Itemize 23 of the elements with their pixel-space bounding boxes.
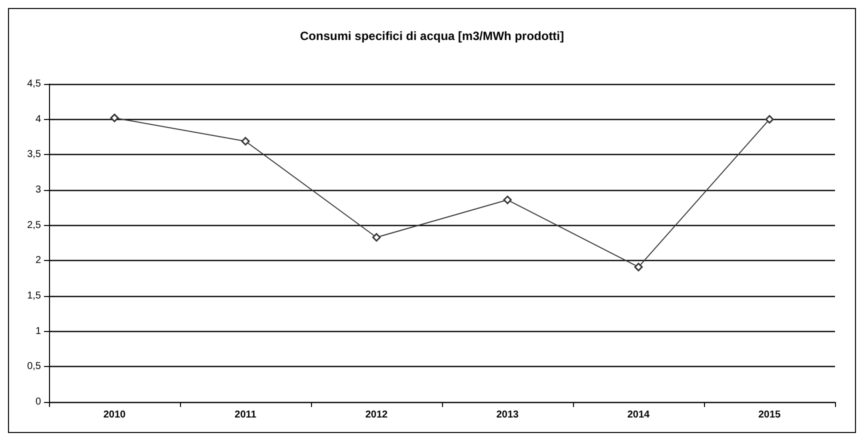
x-tick-label: 2013 bbox=[496, 410, 520, 420]
x-tick-label: 2015 bbox=[758, 410, 782, 420]
point bbox=[634, 262, 643, 272]
x-tick-label: 2012 bbox=[365, 410, 388, 420]
y-tick-label: 3 bbox=[35, 184, 42, 196]
x-tick-label: 2014 bbox=[627, 410, 650, 420]
y-tick-label: 4 bbox=[35, 114, 42, 125]
point bbox=[241, 136, 250, 146]
y-tick-label: 3,5 bbox=[27, 149, 42, 160]
x-tick-label: 2011 bbox=[234, 410, 257, 420]
y-tick-label: 0,5 bbox=[27, 361, 42, 372]
y-tick-label: 1,5 bbox=[27, 290, 42, 302]
y-tick-label: 2,5 bbox=[27, 220, 42, 231]
y-tick-label: 1 bbox=[35, 326, 42, 337]
y-tick-label: 2 bbox=[35, 255, 42, 266]
x-tick-label: 2010 bbox=[103, 410, 126, 420]
y-tick-label: 0 bbox=[35, 396, 42, 408]
point bbox=[110, 114, 119, 122]
point bbox=[765, 115, 774, 124]
point bbox=[503, 196, 512, 204]
point bbox=[372, 233, 381, 242]
y-tick-label: 4,5 bbox=[27, 78, 42, 90]
chart-title: Consumi specifici di acqua [m3/MWh prodotti] bbox=[300, 29, 564, 43]
